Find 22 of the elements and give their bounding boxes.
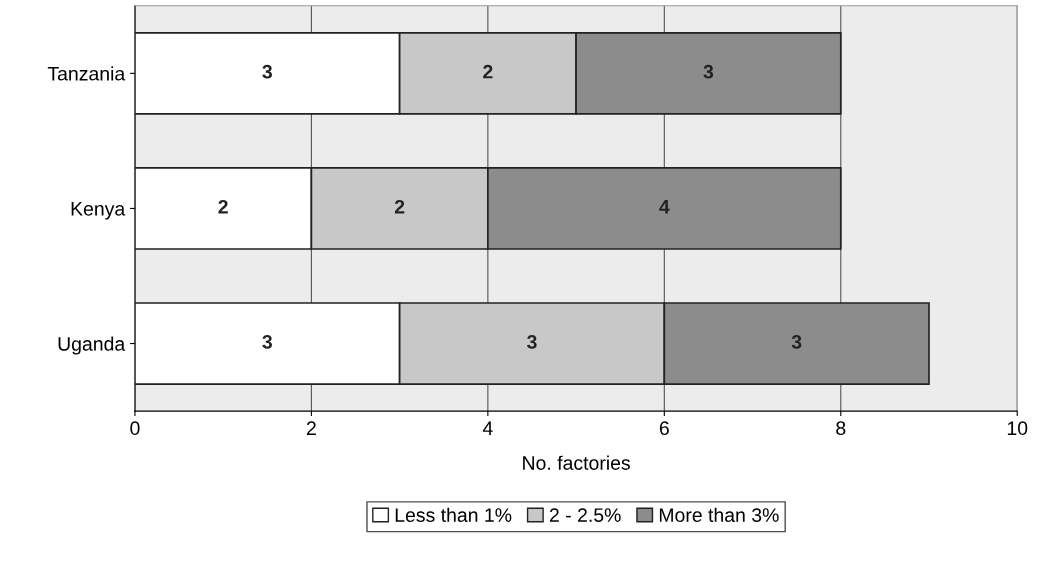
x-tick-label: 2 [306, 421, 316, 435]
legend-label: Less than 1% [395, 507, 512, 522]
data-label: 3 [527, 334, 537, 349]
data-label: 4 [659, 200, 670, 214]
data-label: 2 [394, 199, 405, 214]
x-tick-label: 4 [482, 421, 493, 435]
data-label: 2 [218, 199, 228, 214]
legend-label: 2 - 2.5% [549, 508, 621, 522]
x-tick-label: 8 [836, 421, 846, 436]
y-tick-label: Tanzania [47, 66, 126, 81]
x-tick-label: 0 [130, 421, 140, 436]
data-label: 3 [262, 334, 272, 349]
data-label: 3 [262, 64, 272, 79]
legend-label: More than 3% [659, 507, 779, 522]
data-label: 3 [791, 334, 802, 349]
x-tick-label: 6 [659, 421, 669, 436]
data-label: 3 [703, 64, 714, 79]
x-tick-label: 10 [1007, 421, 1028, 436]
y-tick-label: Uganda [58, 336, 126, 355]
x-axis-title: No. factories [523, 455, 630, 470]
data-label: 2 [483, 64, 493, 79]
y-tick-label: Kenya [71, 202, 126, 220]
